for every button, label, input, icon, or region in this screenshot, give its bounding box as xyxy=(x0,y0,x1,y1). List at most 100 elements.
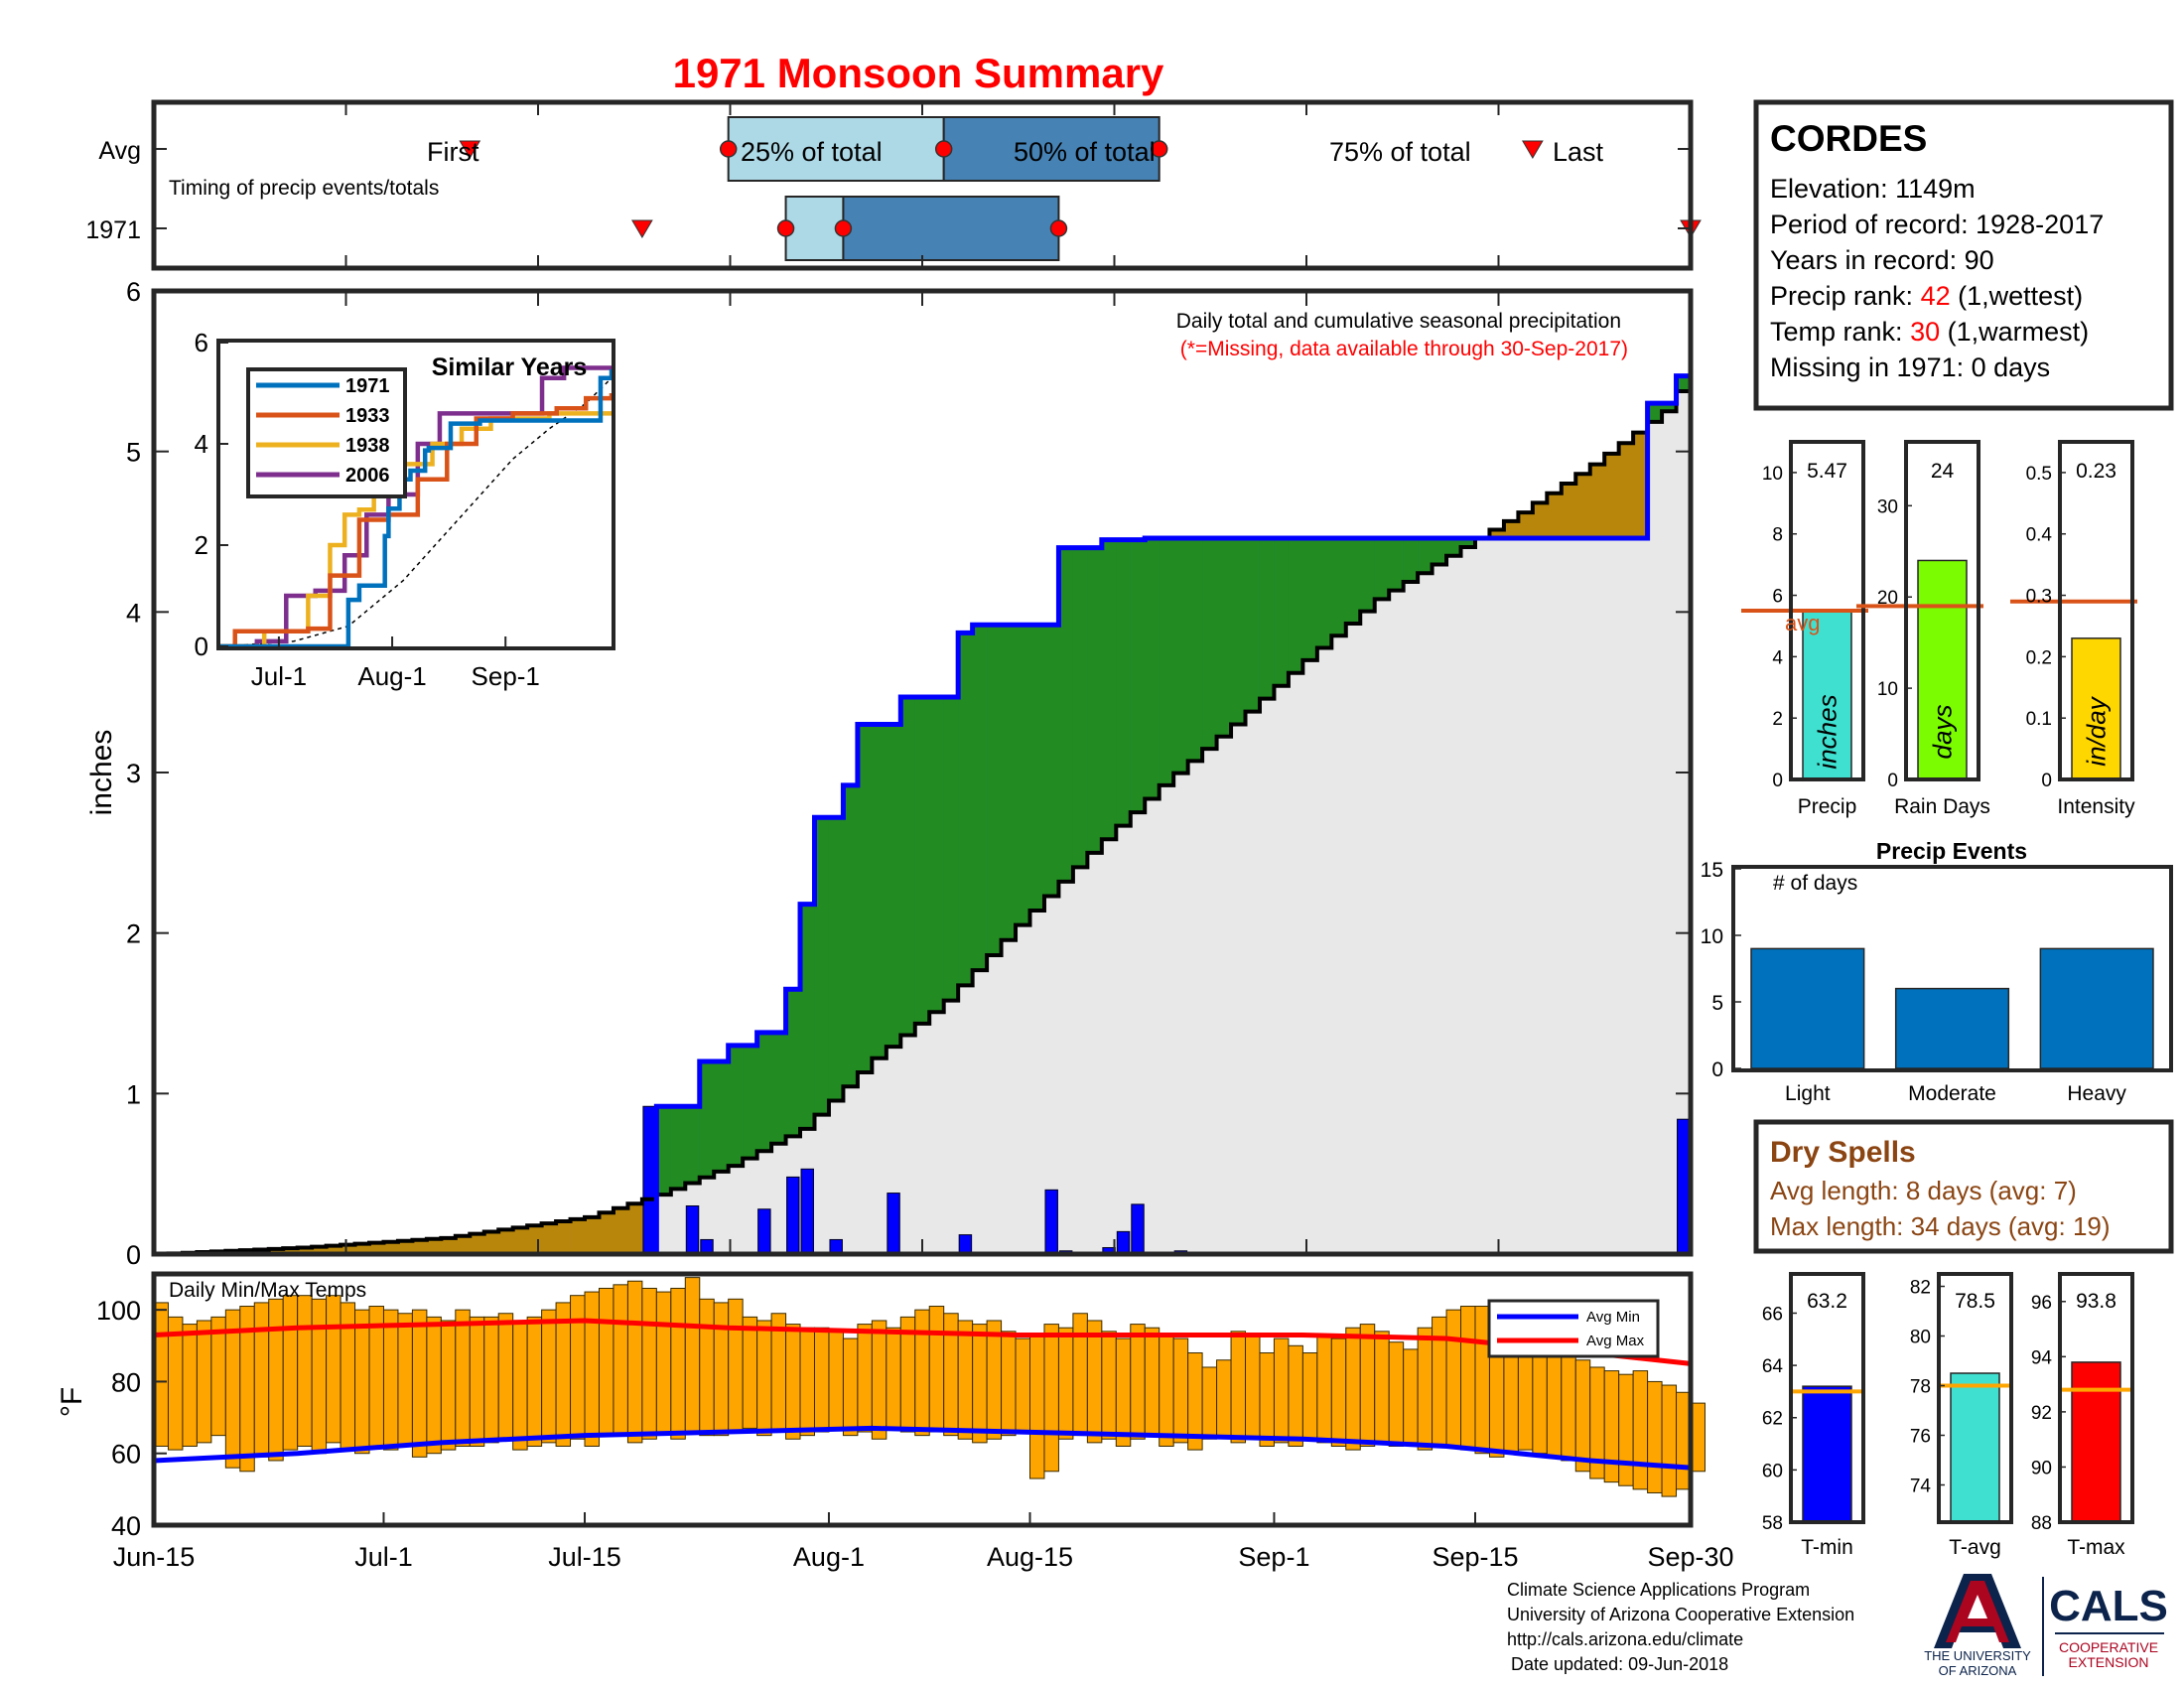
season-temp-y-tick-label: 92 xyxy=(2031,1403,2052,1424)
daily-temp-range-bar xyxy=(914,1309,930,1437)
ua-logo-line-2: OF ARIZONA xyxy=(1939,1663,2017,1678)
station-precip-rank: Precip rank: 42 (1,wettest) xyxy=(1770,281,2083,311)
dry-spells-frame xyxy=(1753,1119,2174,1254)
wetter-than-avg-fill xyxy=(771,1032,786,1144)
date-x-tick-label: Jul-15 xyxy=(548,1542,621,1572)
drier-than-avg-fill xyxy=(1532,502,1548,538)
cumulative-base-fill xyxy=(1345,623,1361,1254)
season-temp-panel-t-min: 63.2 T-min 58 60 62 64 66 xyxy=(1762,1272,1865,1559)
inset-x-axis: Jul-1 Aug-1 Sep-1 xyxy=(251,636,540,691)
totals-y-tick-label: 0 xyxy=(1772,771,1783,791)
timing-label-q75: 75% of total xyxy=(1329,137,1471,167)
wetter-than-avg-fill xyxy=(1274,537,1290,686)
daily-precip-bar xyxy=(786,1176,800,1255)
drier-than-avg-fill xyxy=(354,1243,370,1254)
drier-than-avg-fill xyxy=(512,1227,528,1254)
wetter-than-avg-fill xyxy=(743,1045,758,1159)
events-y-tick-label: 15 xyxy=(1701,859,1723,882)
wetter-than-avg-fill xyxy=(872,724,887,1058)
wetter-than-avg-fill xyxy=(1231,537,1246,725)
precip-rank-prefix: Precip rank: xyxy=(1770,281,1921,311)
daily-temp-range-bar xyxy=(1374,1331,1390,1444)
season-temp-bar xyxy=(2071,1361,2121,1523)
cumulative-base-fill xyxy=(1360,611,1376,1254)
season-temp-y-tick-label: 60 xyxy=(1762,1461,1783,1481)
daily-temp-range-bar xyxy=(972,1324,988,1444)
drier-than-avg-fill xyxy=(483,1231,499,1254)
totals-avg-label: avg xyxy=(1785,611,1820,635)
daily-temp-range-bar xyxy=(1388,1341,1405,1447)
totals-value-label: 24 xyxy=(1931,460,1955,483)
wetter-than-avg-fill xyxy=(1145,537,1160,799)
cumulative-base-fill xyxy=(1087,852,1103,1254)
daily-temp-range-bar xyxy=(570,1295,586,1440)
drier-than-avg-fill xyxy=(1589,464,1605,538)
drier-than-avg-fill xyxy=(341,1244,355,1254)
cumulative-base-fill xyxy=(1202,749,1217,1254)
cumulative-base-fill xyxy=(1532,537,1548,1254)
wetter-than-avg-fill xyxy=(1345,537,1361,624)
daily-temp-range-bar xyxy=(584,1291,600,1447)
event-bar-moderate xyxy=(1894,987,2010,1069)
temp-legend: Avg Min Avg Max xyxy=(1487,1299,1660,1358)
cumulative-base-fill xyxy=(1618,537,1634,1254)
daily-temp-range-bar xyxy=(641,1287,657,1440)
totals-unit-label: in/day xyxy=(2082,695,2112,766)
wetter-than-avg-fill xyxy=(843,784,859,1087)
drier-than-avg-fill xyxy=(412,1239,428,1254)
daily-temp-range-bar xyxy=(684,1277,701,1433)
event-category-label: Heavy xyxy=(2067,1082,2126,1105)
totals-bar xyxy=(2071,637,2121,780)
drier-than-avg-fill xyxy=(498,1229,514,1254)
daily-temp-range-bar xyxy=(1101,1331,1117,1440)
cumulative-base-fill xyxy=(1432,564,1447,1254)
daily-temp-range-bar xyxy=(555,1302,572,1447)
drier-than-avg-fill xyxy=(297,1247,313,1254)
date-x-tick-label: Sep-15 xyxy=(1432,1542,1518,1572)
cumulative-base-fill xyxy=(1159,784,1174,1254)
daily-temp-range-bar xyxy=(497,1313,514,1440)
avg-cumulative-line xyxy=(154,370,1693,1256)
daily-precip-bar xyxy=(1131,1203,1145,1255)
footer-line-4: Date updated: 09-Jun-2018 xyxy=(1511,1654,1728,1674)
daily-temp-range-bar xyxy=(282,1295,299,1451)
wetter-than-avg-fill xyxy=(1043,625,1059,897)
daily-temp-range-bar xyxy=(986,1320,1003,1440)
daily-temp-range-bar xyxy=(1201,1366,1218,1440)
wetter-than-avg-fill xyxy=(1460,537,1476,548)
wetter-than-avg-fill xyxy=(828,817,844,1101)
main-y-tick-label: 3 xyxy=(126,759,141,788)
cumulative-base-fill xyxy=(914,1023,930,1254)
wetter-than-avg-fill xyxy=(1072,547,1088,868)
timing-avg-quartile-marker-1 xyxy=(719,140,738,158)
totals-category-label: Precip xyxy=(1798,795,1857,818)
season-temp-y-tick-label: 82 xyxy=(1910,1278,1931,1299)
drier-than-avg-fill xyxy=(556,1221,571,1254)
footer-credits: Climate Science Applications Program Uni… xyxy=(1507,1580,1854,1674)
totals-y-tick-label: 2 xyxy=(1772,709,1783,730)
totals-y-tick-label: 30 xyxy=(1877,496,1898,517)
wetter-than-avg-fill xyxy=(1288,537,1303,673)
season-temp-panel-frame xyxy=(2058,1272,2134,1524)
daily-temp-range-bar xyxy=(210,1316,226,1437)
cumulative-base-fill xyxy=(900,1035,916,1254)
temp-frame xyxy=(151,1271,1694,1528)
drier-than-avg-fill xyxy=(1604,453,1620,538)
totals-y-tick-label: 0.4 xyxy=(2026,525,2053,546)
cumulative-base-fill xyxy=(987,954,1002,1254)
cumulative-base-fill xyxy=(1503,537,1519,1254)
drier-than-avg-fill xyxy=(1561,484,1576,538)
wetter-than-avg-fill xyxy=(1159,537,1174,785)
drier-than-avg-fill xyxy=(613,1207,628,1254)
event-bar-light xyxy=(1750,947,1865,1069)
cumulative-base-fill xyxy=(1187,761,1203,1254)
daily-temp-range-bar xyxy=(1001,1331,1017,1437)
wetter-than-avg-fill xyxy=(714,1061,730,1172)
cumulative-base-fill xyxy=(1043,896,1059,1254)
cumulative-base-fill xyxy=(1647,421,1663,1254)
inset-y-axis: 0 2 4 6 xyxy=(195,328,228,661)
drier-than-avg-fill xyxy=(326,1245,341,1254)
daily-temp-range-bar xyxy=(1159,1334,1174,1447)
drier-than-avg-fill xyxy=(1518,512,1534,538)
totals-y-tick-label: 8 xyxy=(1772,525,1783,546)
